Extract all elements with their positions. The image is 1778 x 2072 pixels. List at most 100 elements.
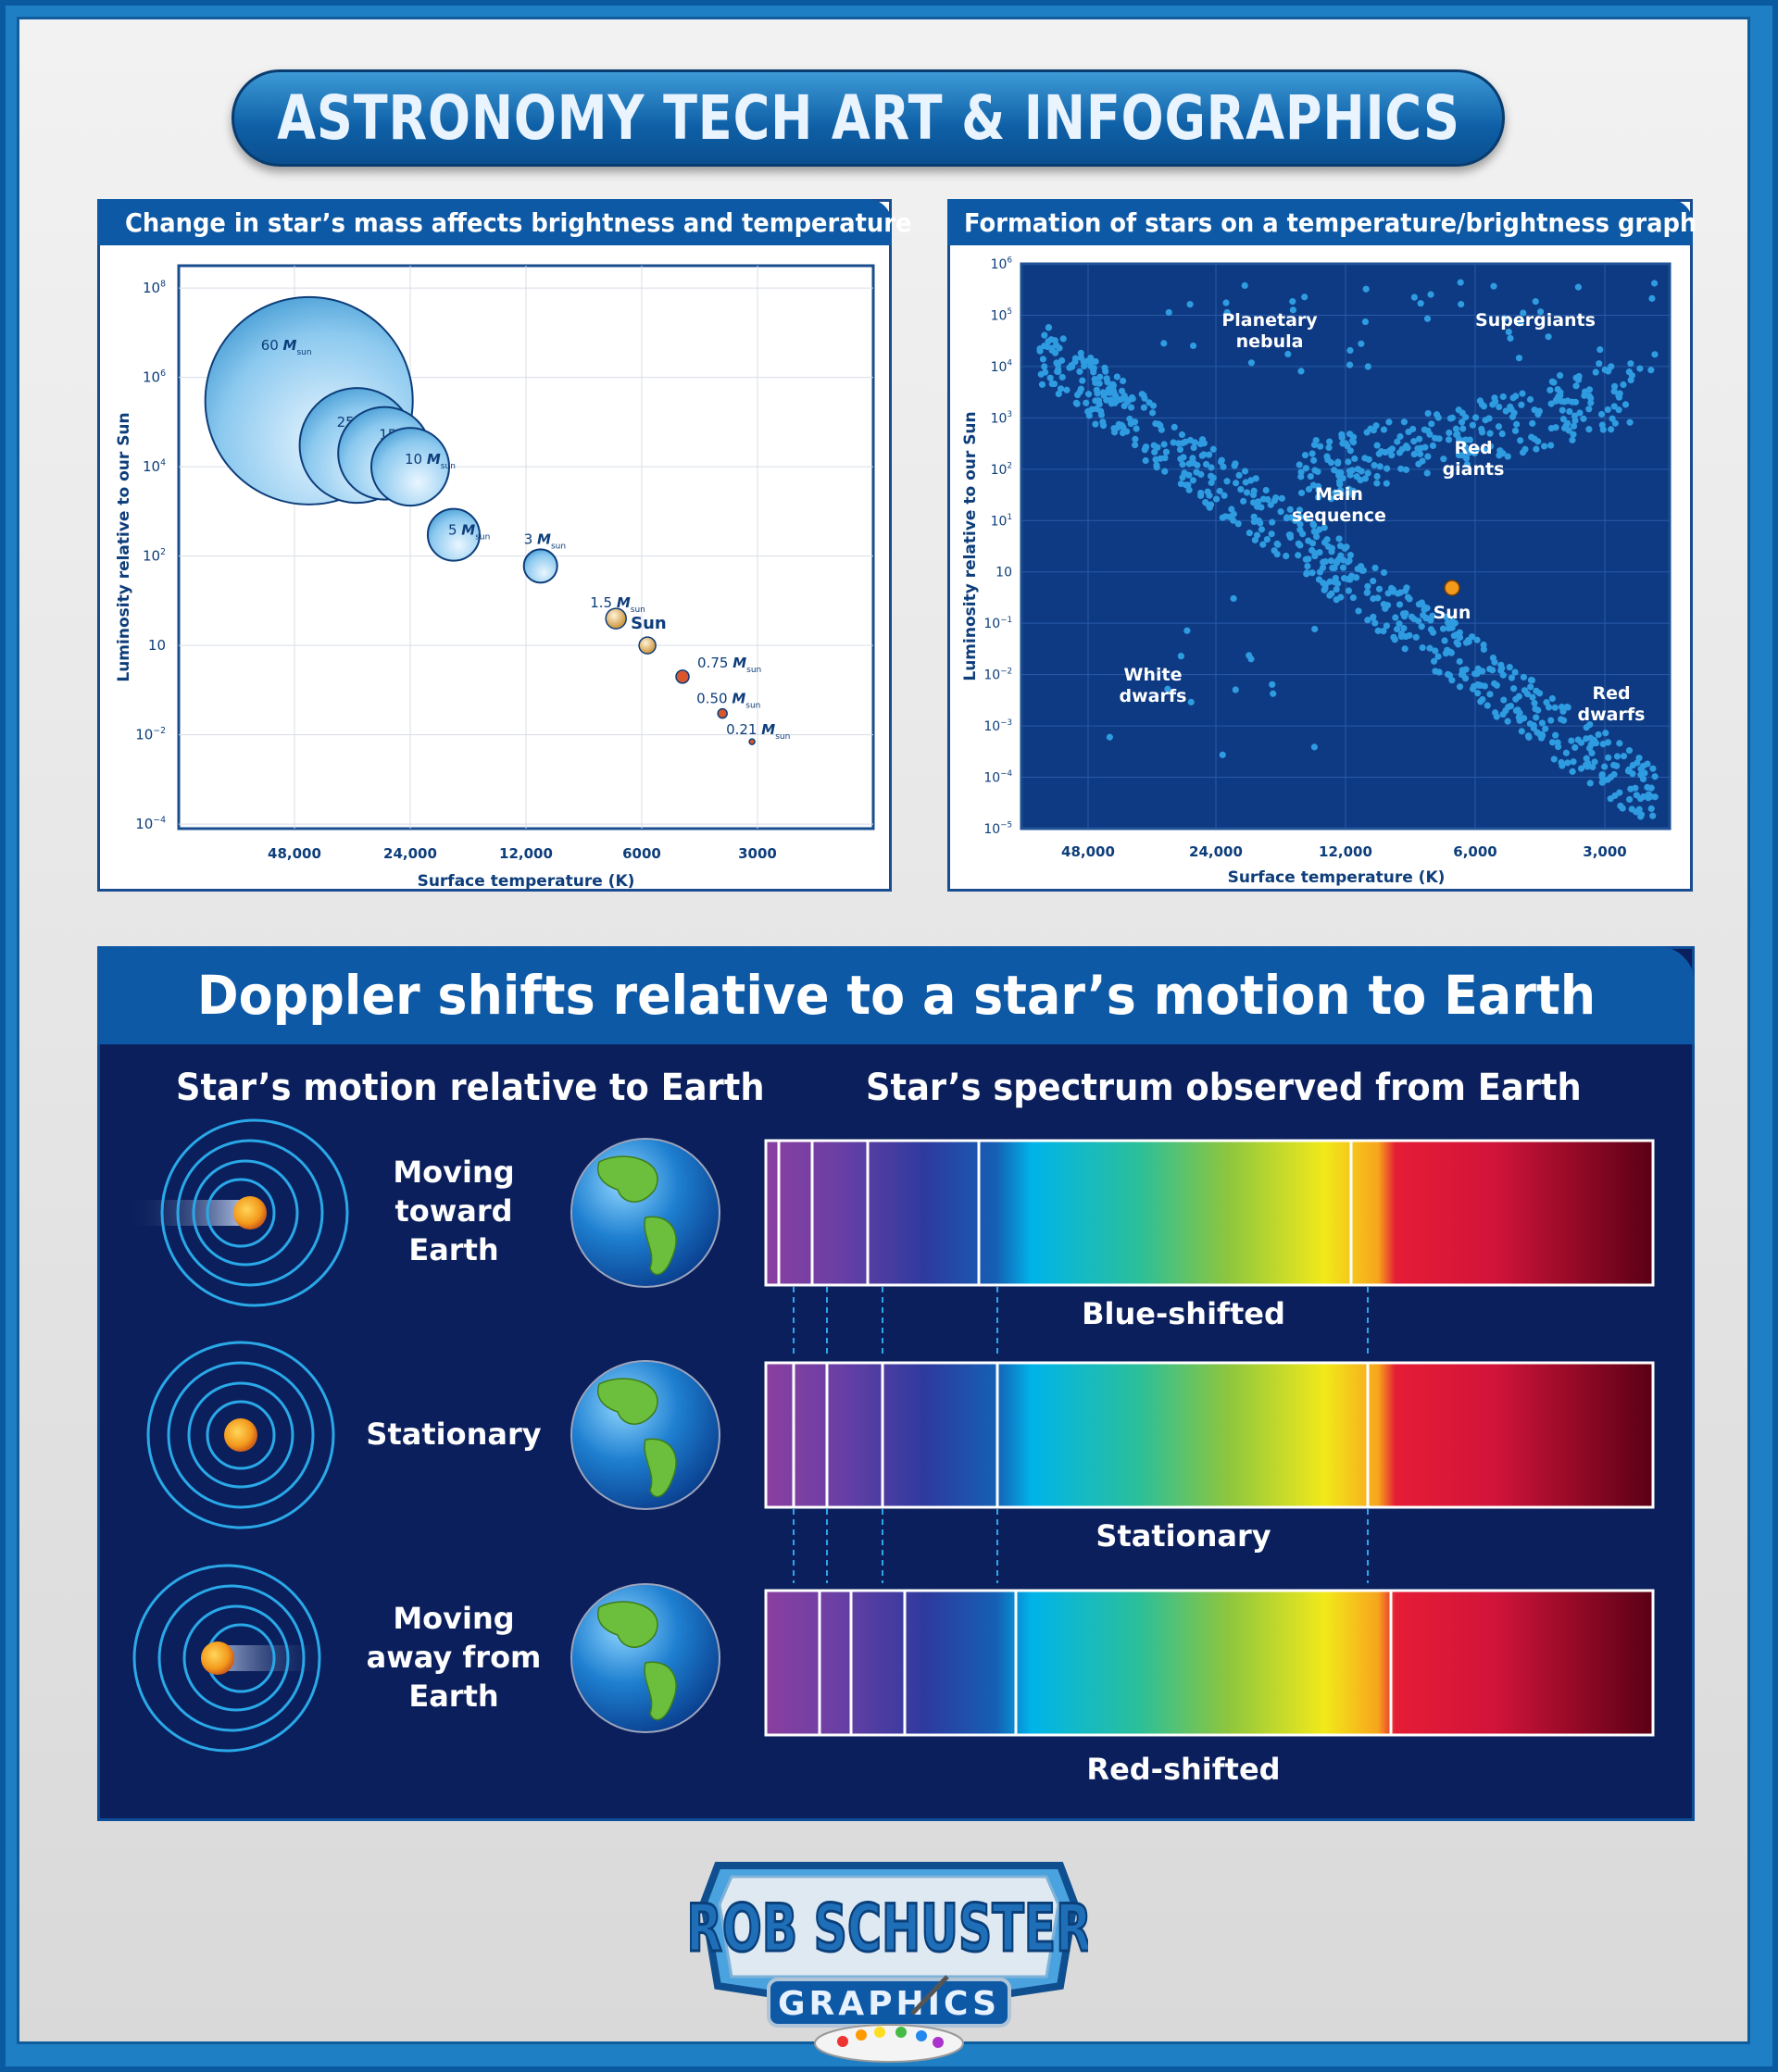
star-dot: [1333, 585, 1340, 593]
star-dot: [1364, 469, 1371, 477]
star-dot: [1637, 771, 1645, 779]
star-dot: [1615, 406, 1622, 414]
star-dot: [1471, 670, 1479, 678]
star-dot: [1518, 401, 1525, 408]
star-bubble: [426, 507, 481, 562]
star-dot: [1223, 478, 1231, 485]
hr-region-label: Red dwarfs: [1578, 683, 1646, 725]
star-dot: [1569, 398, 1576, 406]
star-dot: [1189, 455, 1196, 462]
star-dot: [1241, 468, 1249, 475]
star-dot: [1190, 443, 1197, 452]
star-dot: [1510, 685, 1518, 693]
star-dot: [1415, 601, 1422, 608]
star-dot: [1456, 657, 1463, 666]
star-icon: [224, 1418, 257, 1452]
star-dot: [1385, 418, 1393, 426]
star-dot: [1106, 389, 1113, 396]
star-dot: [1310, 521, 1318, 529]
row-label-toward: Moving toward Earth: [393, 1155, 515, 1267]
motion-column-heading: Star’s motion relative to Earth: [176, 1067, 765, 1109]
star-dot: [1400, 418, 1409, 426]
star-dot: [1461, 443, 1469, 450]
mass-y-tick: 10−4: [135, 815, 166, 832]
star-dot: [1569, 436, 1576, 443]
star-dot: [1450, 632, 1458, 640]
hr-y-tick: 101: [991, 513, 1012, 529]
star-mass-label: 0.75 Msun: [697, 655, 761, 675]
star-dot: [1118, 387, 1126, 395]
hr-y-tick: 104: [991, 359, 1013, 375]
star-dot: [1370, 595, 1377, 603]
mass-y-tick: 104: [143, 457, 166, 475]
star-dot: [1611, 419, 1619, 427]
star-dot: [1055, 390, 1062, 398]
star-dot: [1346, 576, 1354, 583]
star-dot: [1353, 574, 1360, 581]
star-dot: [1076, 388, 1083, 395]
star-dot: [1263, 535, 1271, 543]
star-dot: [1596, 345, 1604, 354]
star-dot: [1446, 429, 1453, 437]
star-dot: [1152, 456, 1159, 463]
star-dot: [1297, 489, 1306, 497]
star-dot: [1617, 802, 1624, 810]
star-dot: [1310, 743, 1319, 751]
star-dot: [1083, 399, 1090, 406]
hr-y-tick: 10−4: [983, 769, 1012, 785]
star-dot: [1486, 443, 1495, 450]
doppler-graphics: [125, 1118, 1655, 1753]
star-dot: [1056, 344, 1063, 352]
star-dot: [1230, 594, 1237, 603]
star-dot: [1581, 392, 1588, 399]
star-dot: [1303, 515, 1310, 522]
star-dot: [1424, 409, 1432, 418]
star-dot: [1396, 589, 1404, 596]
star-dot: [1171, 423, 1178, 431]
star-dot: [1530, 724, 1537, 732]
star-dot: [1597, 410, 1606, 418]
star-dot: [1585, 393, 1593, 400]
star-dot: [1420, 612, 1427, 619]
star-dot: [1180, 454, 1187, 461]
star-dot: [1165, 308, 1172, 317]
star-dot: [1351, 455, 1359, 463]
star-dot: [1620, 753, 1628, 760]
mass-y-tick: 108: [143, 279, 166, 296]
star-dot: [1592, 368, 1599, 376]
star-dot: [1374, 627, 1382, 634]
star-dot: [1252, 475, 1259, 482]
star-dot: [1216, 487, 1223, 494]
star-dot: [1548, 694, 1556, 703]
star-dot: [1596, 360, 1603, 368]
star-dot: [1499, 393, 1507, 401]
star-dot: [1392, 614, 1399, 621]
star-dot: [1058, 373, 1066, 381]
mass-y-tick: 106: [143, 368, 166, 386]
star-dot: [1515, 693, 1522, 700]
star-dot: [1208, 464, 1215, 471]
star-dot: [1536, 308, 1545, 316]
star-dot: [1268, 530, 1275, 538]
star-dot: [1198, 436, 1207, 443]
star-dot: [1048, 346, 1056, 354]
star-dot: [1339, 556, 1347, 564]
star-dot: [1401, 645, 1409, 653]
star-dot: [1161, 468, 1169, 475]
star-dot: [1415, 618, 1422, 625]
mass-x-tick: 12,000: [499, 845, 553, 862]
star-dot: [1512, 393, 1520, 400]
star-dot: [1297, 468, 1305, 476]
star-dot: [1375, 585, 1384, 593]
star-dot: [1108, 400, 1115, 407]
star-dot: [1628, 805, 1635, 813]
star-dot: [1571, 417, 1579, 424]
star-dot: [1547, 442, 1555, 449]
star-dot: [1096, 380, 1103, 387]
star-dot: [1301, 452, 1309, 459]
spectrum-bar: [764, 1139, 1655, 1287]
star-dot: [1558, 704, 1566, 711]
star-dot: [1301, 293, 1308, 301]
star-dot: [1232, 686, 1239, 693]
star-dot: [1533, 445, 1540, 453]
